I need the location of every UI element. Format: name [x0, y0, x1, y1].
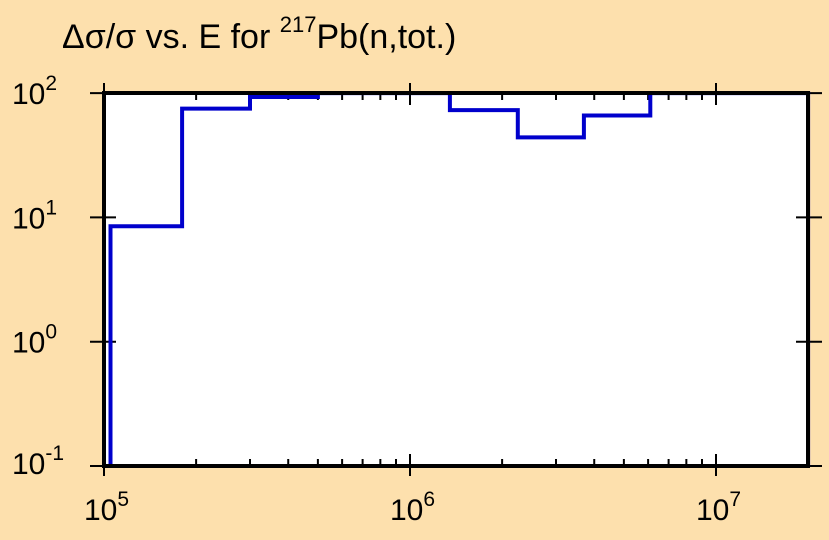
plot-area: [104, 93, 808, 466]
y-tick-label: 102: [12, 72, 57, 111]
title-mass-number: 217: [279, 11, 317, 37]
y-tick-label-base: 10: [12, 327, 45, 360]
title-prefix: Δσ/σ vs. E for: [62, 18, 280, 56]
y-tick-label: 10-1: [12, 442, 64, 481]
y-tick-label-base: 10: [12, 78, 45, 111]
y-tick-label-base: 10: [12, 448, 45, 481]
x-tick-labels: 105 106 107: [84, 488, 741, 527]
x-tick-label-exponent: 5: [117, 488, 129, 511]
series-step-line: [108, 91, 811, 466]
y-tick-label: 100: [12, 321, 57, 360]
x-tick-label-exponent: 7: [729, 488, 741, 511]
x-tick-label: 105: [84, 488, 129, 527]
y-tick-label-exponent: -1: [45, 442, 64, 465]
y-tick-label-exponent: 0: [45, 321, 57, 344]
x-tick-label-base: 10: [696, 494, 729, 527]
title-suffix: Pb(n,tot.): [316, 18, 457, 56]
y-tick-label-exponent: 2: [45, 72, 57, 95]
x-tick-label-base: 10: [390, 494, 423, 527]
plot-frame: [102, 91, 810, 468]
series-layer: [108, 91, 811, 466]
x-tick-label-base: 10: [84, 494, 117, 527]
x-tick-label-exponent: 6: [423, 488, 435, 511]
x-tick-label: 106: [390, 488, 435, 527]
x-tick-label: 107: [696, 488, 741, 527]
y-tick-label: 101: [12, 196, 57, 235]
y-tick-label-exponent: 1: [45, 196, 57, 219]
chart-title: Δσ/σ vs. E for 217Pb(n,tot.): [62, 13, 457, 57]
y-tick-label-base: 10: [12, 202, 45, 235]
